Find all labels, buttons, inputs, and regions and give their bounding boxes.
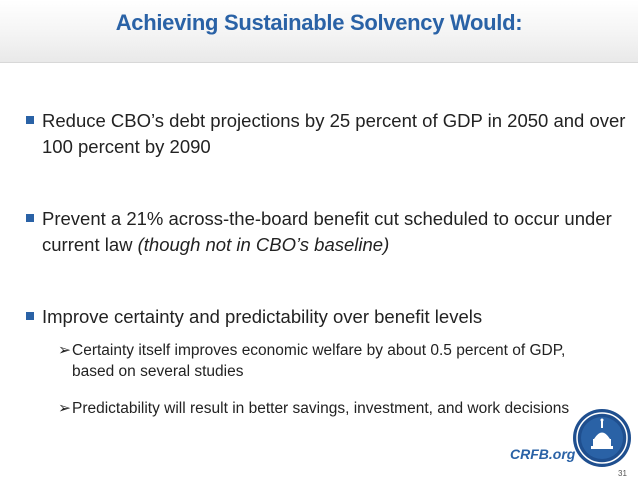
bullet-certainty: Improve certainty and predictability ove… [22,304,638,330]
slide-header: Achieving Sustainable Solvency Would: [0,0,638,63]
subbullet-text: Predictability will result in better sav… [72,400,570,417]
subbullet-predictability: ➢ Predictability will result in better s… [58,398,592,419]
subbullet-welfare: ➢ Certainty itself improves economic wel… [58,340,592,382]
page-number: 31 [618,469,627,478]
square-bullet-icon [26,214,34,222]
bullet-debt-projections: Reduce CBO’s debt projections by 25 perc… [22,108,632,160]
bullet-italic-note: (though not in CBO’s baseline) [137,234,390,255]
bullet-text: Reduce CBO’s debt projections by 25 perc… [42,110,626,157]
bullet-text: Prevent a 21% across-the-board benefit c… [42,208,612,255]
arrow-bullet-icon: ➢ [58,342,71,359]
bullet-text: Improve certainty and predictability ove… [42,306,483,327]
arrow-bullet-icon: ➢ [58,400,71,417]
square-bullet-icon [26,312,34,320]
capitol-seal-icon [573,409,631,467]
subbullet-text: Certainty itself improves economic welfa… [72,342,566,380]
footer-link[interactable]: CRFB.org [510,446,576,462]
slide-title: Achieving Sustainable Solvency Would: [115,10,523,35]
square-bullet-icon [26,116,34,124]
bullet-benefit-cut: Prevent a 21% across-the-board benefit c… [22,206,638,258]
